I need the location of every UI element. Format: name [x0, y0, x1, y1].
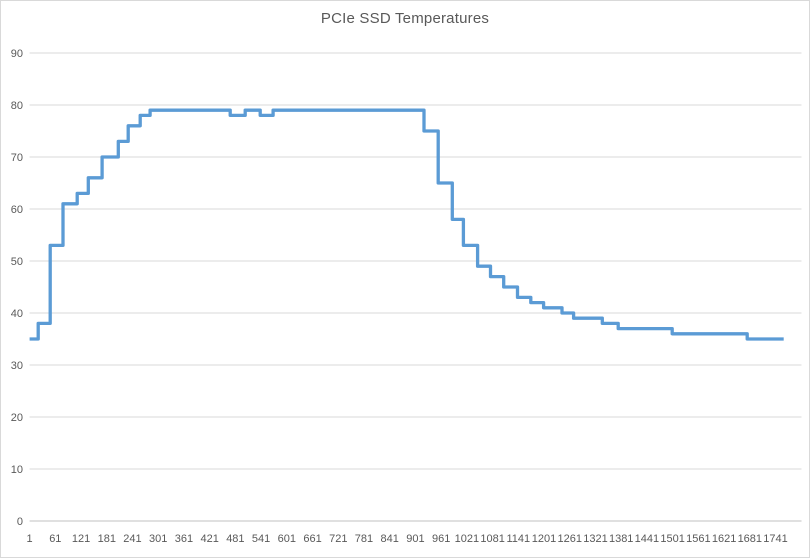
y-tick-label: 90 — [11, 48, 23, 60]
x-tick-label: 661 — [303, 533, 321, 545]
x-tick-label: 781 — [355, 533, 373, 545]
y-tick-label: 80 — [11, 100, 23, 112]
x-tick-label: 1741 — [763, 533, 787, 545]
y-tick-label: 40 — [11, 308, 23, 320]
x-tick-label: 1201 — [532, 533, 556, 545]
x-tick-label: 1081 — [480, 533, 504, 545]
x-tick-label: 1381 — [609, 533, 633, 545]
x-tick-label: 301 — [149, 533, 167, 545]
y-tick-label: 20 — [11, 412, 23, 424]
temperature-line — [29, 108, 784, 341]
x-tick-label: 1621 — [712, 533, 736, 545]
y-tick-label: 70 — [11, 152, 23, 164]
x-tick-label: 361 — [175, 533, 193, 545]
y-tick-label: 30 — [11, 360, 23, 372]
x-tick-label: 1441 — [635, 533, 659, 545]
x-tick-label: 541 — [252, 533, 270, 545]
x-tick-label: 481 — [226, 533, 244, 545]
y-tick-label: 10 — [11, 464, 23, 476]
x-tick-label: 241 — [123, 533, 141, 545]
x-tick-label: 121 — [72, 533, 90, 545]
y-tick-label: 60 — [11, 204, 23, 216]
x-tick-label: 1561 — [686, 533, 710, 545]
x-tick-label: 1501 — [660, 533, 684, 545]
y-tick-label: 50 — [11, 256, 23, 268]
chart-title: PCIe SSD Temperatures — [320, 10, 490, 27]
x-tick-label: 721 — [329, 533, 347, 545]
x-tick-label: 1 — [27, 533, 33, 545]
x-tick-label: 421 — [200, 533, 218, 545]
x-tick-label: 61 — [49, 533, 61, 545]
x-tick-label: 181 — [98, 533, 116, 545]
x-tick-label: 1681 — [738, 533, 762, 545]
x-tick-label: 1321 — [583, 533, 607, 545]
x-tick-label: 601 — [278, 533, 296, 545]
x-tick-label: 1141 — [506, 533, 530, 545]
y-tick-label: 0 — [17, 516, 23, 528]
x-tick-label: 961 — [432, 533, 450, 545]
x-tick-label: 901 — [406, 533, 424, 545]
x-tick-label: 841 — [381, 533, 399, 545]
x-tick-label: 1261 — [558, 533, 582, 545]
x-tick-label: 1021 — [455, 533, 479, 545]
